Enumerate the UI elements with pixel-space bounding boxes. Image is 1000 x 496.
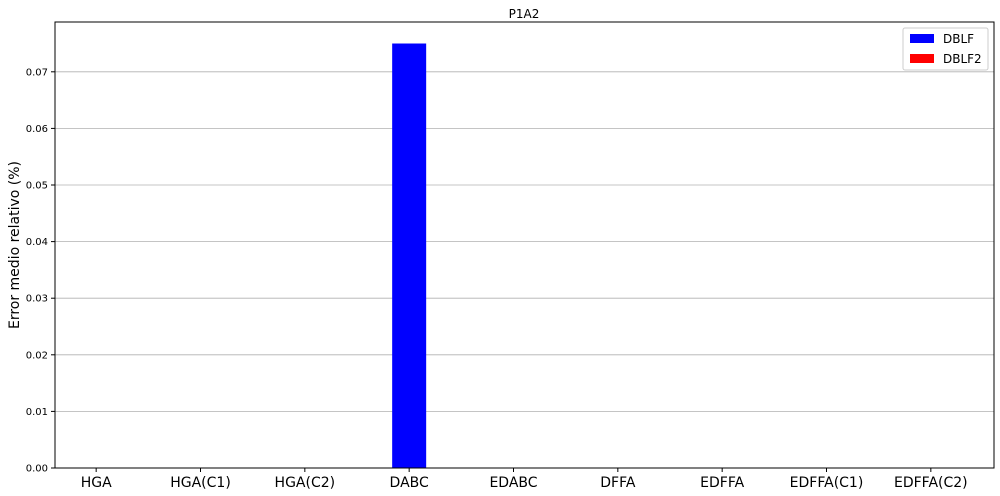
legend-label-dblf: DBLF <box>943 32 974 46</box>
y-axis-label: Error medio relativo (%) <box>7 161 23 329</box>
y-tick-label: 0.01 <box>26 407 48 418</box>
y-tick-label: 0.04 <box>26 237 48 248</box>
y-ticks: 0.00 0.01 0.02 0.03 0.04 0.05 0.06 0.07 <box>26 67 55 475</box>
bar-dblf-dabc <box>392 43 427 468</box>
y-tick-label: 0.03 <box>26 294 48 305</box>
y-tick-label: 0.06 <box>26 124 48 135</box>
y-tick-label: 0.05 <box>26 181 48 192</box>
x-tick-label: EDFFA(C1) <box>790 475 864 491</box>
legend-label-dblf2: DBLF2 <box>943 52 982 66</box>
y-tick-label: 0.00 <box>26 464 48 475</box>
x-tick-label: DFFA <box>600 475 636 491</box>
plot-frame <box>54 21 995 469</box>
x-tick-label: DABC <box>390 475 429 491</box>
legend-swatch-dblf <box>910 34 934 43</box>
x-tick-label: HGA(C1) <box>170 475 231 491</box>
gridlines <box>55 71 994 469</box>
bars <box>392 43 427 468</box>
x-tick-label: EDFFA <box>700 475 744 491</box>
x-tick-label: EDFFA(C2) <box>894 475 968 491</box>
x-tick-label: HGA(C2) <box>275 475 336 491</box>
y-tick-label: 0.02 <box>26 350 48 361</box>
x-tick-label: HGA <box>81 475 112 491</box>
legend-swatch-dblf2 <box>910 54 934 63</box>
x-ticks: HGA HGA(C1) HGA(C2) DABC EDABC DFFA EDFFA EDFFA… <box>81 468 968 491</box>
legend: DBLF DBLF2 <box>902 27 989 71</box>
y-tick-label: 0.07 <box>26 67 48 78</box>
x-tick-label: EDABC <box>489 475 537 491</box>
chart-title: P1A2 <box>509 7 540 21</box>
